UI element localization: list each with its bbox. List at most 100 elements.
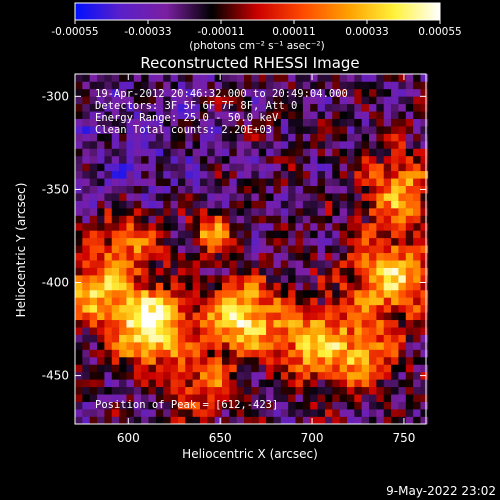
heatmap-cell [317,178,326,187]
heatmap-cell [361,185,370,194]
heatmap-cell [317,416,326,425]
heatmap-cell [391,141,399,149]
heatmap-cell [310,371,318,380]
heatmap-cell [420,141,429,149]
heatmap-cell [155,416,164,425]
heatmap-cell [192,81,201,90]
heatmap-cell [126,111,135,119]
heatmap-cell [310,126,318,134]
heatmap-cell [185,88,193,97]
heatmap-cell [207,222,215,231]
heatmap-cell [89,208,98,216]
heatmap-cell [288,371,296,380]
heatmap-cell [405,208,414,216]
heatmap-cell [177,163,186,172]
heatmap-cell [391,342,399,350]
heatmap-cell [89,401,98,410]
heatmap-cell [229,349,238,358]
heatmap-cell [89,379,98,388]
heatmap-cell [332,252,340,261]
heatmap-cell [133,148,142,157]
heatmap-cell [170,148,179,157]
heatmap-cell [266,312,274,321]
heatmap-cell [405,133,414,142]
heatmap-cell [405,275,414,283]
heatmap-cell [369,260,377,268]
heatmap-cell [317,297,326,306]
heatmap-cell [310,185,318,194]
heatmap-cell [310,103,318,112]
heatmap-cell [236,208,245,216]
heatmap-cell [155,111,164,119]
heatmap-cell [354,356,362,365]
heatmap-cell [192,364,201,373]
heatmap-cell [170,88,179,97]
heatmap-cell [398,356,407,365]
heatmap-cell [141,401,149,410]
heatmap-cell [236,118,245,127]
heatmap-cell [148,297,157,306]
heatmap-cell [155,304,164,313]
heatmap-cell [82,193,91,201]
heatmap-cell [148,118,157,127]
heatmap-cell [310,312,318,321]
heatmap-cell [310,208,318,216]
heatmap-cell [251,327,260,335]
heatmap-cell [369,334,377,343]
heatmap-cell [207,126,215,134]
heatmap-cell [405,185,414,194]
heatmap-cell [376,334,385,343]
heatmap-cell [199,96,208,105]
heatmap-cell [251,252,260,261]
heatmap-cell [119,401,127,410]
heatmap-cell [413,282,421,291]
heatmap-cell [236,155,245,164]
heatmap-cell [288,245,296,254]
heatmap-cell [75,342,83,350]
heatmap-cell [111,349,120,358]
heatmap-cell [104,230,113,239]
heatmap-cell [280,81,289,90]
heatmap-cell [148,386,157,395]
heatmap-cell [126,208,135,216]
heatmap-cell [324,237,333,246]
heatmap-cell [391,96,399,105]
heatmap-cell [222,222,230,231]
heatmap-cell [420,81,429,90]
heatmap-cell [214,275,223,283]
heatmap-cell [339,74,348,82]
heatmap-cell [185,304,193,313]
heatmap-cell [192,148,201,157]
heatmap-cell [332,245,340,254]
heatmap-cell [391,88,399,97]
heatmap-cell [82,96,91,105]
heatmap-cell [207,133,215,142]
heatmap-cell [236,297,245,306]
heatmap-cell [361,118,370,127]
heatmap-cell [177,222,186,231]
heatmap-cell [185,141,193,149]
heatmap-cell [391,371,399,380]
heatmap-cell [244,126,252,134]
heatmap-cell [207,282,215,291]
heatmap-cell [207,111,215,119]
heatmap-cell [383,267,392,276]
heatmap-cell [273,237,282,246]
heatmap-cell [251,215,260,224]
heatmap-cell [222,349,230,358]
heatmap-cell [288,319,296,328]
heatmap-cell [141,230,149,239]
heatmap-cell [236,379,245,388]
heatmap-cell [104,394,113,402]
heatmap-cell [383,133,392,142]
heatmap-cell [391,126,399,134]
heatmap-cell [148,364,157,373]
heatmap-cell [346,103,355,112]
heatmap-cell [317,208,326,216]
heatmap-cell [266,386,274,395]
heatmap-cell [141,103,149,112]
heatmap-cell [398,215,407,224]
heatmap-cell [339,148,348,157]
heatmap-cell [420,319,429,328]
heatmap-cell [82,222,91,231]
